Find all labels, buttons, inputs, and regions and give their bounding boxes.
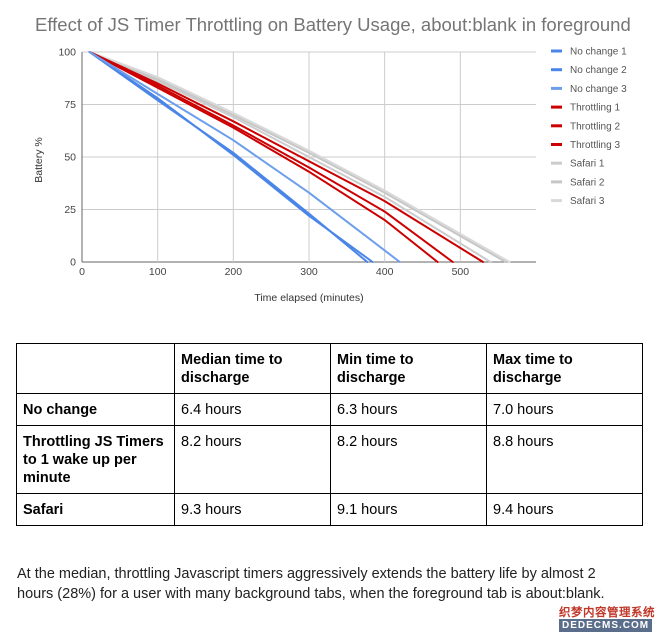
table-header-row: Median time to discharge Min time to dis…: [16, 343, 643, 394]
table-header-cell: Min time to discharge: [330, 343, 487, 394]
legend-label: No change 2: [570, 65, 627, 76]
series-line: [88, 51, 401, 263]
x-tick-label: 0: [79, 266, 85, 278]
table-row: Safari 9.3 hours 9.1 hours 9.4 hours: [16, 493, 643, 526]
x-tick-label: 200: [225, 266, 243, 278]
legend-label: Throttling 2: [570, 121, 620, 132]
table-row: No change 6.4 hours 6.3 hours 7.0 hours: [16, 393, 643, 426]
y-axis-label: Battery %: [33, 137, 45, 183]
x-tick-label: 400: [376, 266, 394, 278]
chart-legend: No change 1 No change 2 No change 3 Throttl…: [551, 47, 627, 207]
summary-paragraph: At the median, throttling Javascript tim…: [17, 565, 605, 602]
comparison-table: Median time to discharge Min time to dis…: [16, 343, 643, 526]
series-line: [88, 51, 507, 263]
series-line: [88, 51, 369, 263]
legend-label: Safari 1: [570, 159, 605, 170]
legend-label: Throttling 1: [570, 103, 620, 114]
legend-label: No change 1: [570, 47, 627, 58]
row-label: Safari: [16, 493, 175, 526]
table-header-cell: Median time to discharge: [174, 343, 331, 394]
row-label: Throttling JS Timers to 1 wake up per mi…: [16, 425, 175, 494]
max-cell: 9.4 hours: [486, 493, 643, 526]
watermark-logo: 织梦内容管理系统 DEDECMS.COM: [559, 604, 662, 634]
max-cell: 7.0 hours: [486, 393, 643, 426]
x-tick-label: 100: [149, 266, 167, 278]
legend-label: Safari 2: [570, 177, 605, 188]
chart-title: Effect of JS Timer Throttling on Battery…: [35, 14, 631, 35]
chart-series: [88, 51, 511, 263]
legend-label: No change 3: [570, 84, 627, 95]
row-label: No change: [16, 393, 175, 426]
max-cell: 8.8 hours: [486, 425, 643, 494]
y-tick-label: 75: [64, 99, 76, 111]
chart-axes: 0 25 50 75 100 0 100 200 300 400 500: [58, 47, 469, 279]
y-tick-label: 25: [64, 204, 76, 216]
y-tick-label: 0: [70, 257, 76, 269]
min-cell: 8.2 hours: [330, 425, 487, 494]
min-cell: 9.1 hours: [330, 493, 487, 526]
legend-label: Throttling 3: [570, 140, 620, 151]
table-row: Throttling JS Timers to 1 wake up per mi…: [16, 425, 643, 494]
median-cell: 6.4 hours: [174, 393, 331, 426]
min-cell: 6.3 hours: [330, 393, 487, 426]
legend-label: Safari 3: [570, 196, 605, 207]
x-axis-label: Time elapsed (minutes): [254, 292, 363, 304]
table-header-cell: Max time to discharge: [486, 343, 643, 394]
y-tick-label: 50: [64, 152, 76, 164]
x-tick-label: 500: [452, 266, 470, 278]
median-cell: 9.3 hours: [174, 493, 331, 526]
watermark-url: DEDECMS.COM: [559, 619, 653, 632]
series-line: [88, 51, 439, 263]
median-cell: 8.2 hours: [174, 425, 331, 494]
series-line: [88, 51, 511, 263]
series-line: [88, 51, 454, 263]
watermark-text: 织梦内容管理系统: [559, 607, 655, 619]
table-header-cell: [16, 343, 175, 394]
series-line: [88, 51, 484, 263]
x-tick-label: 300: [300, 266, 318, 278]
y-tick-label: 100: [58, 47, 76, 59]
series-line: [88, 51, 492, 263]
